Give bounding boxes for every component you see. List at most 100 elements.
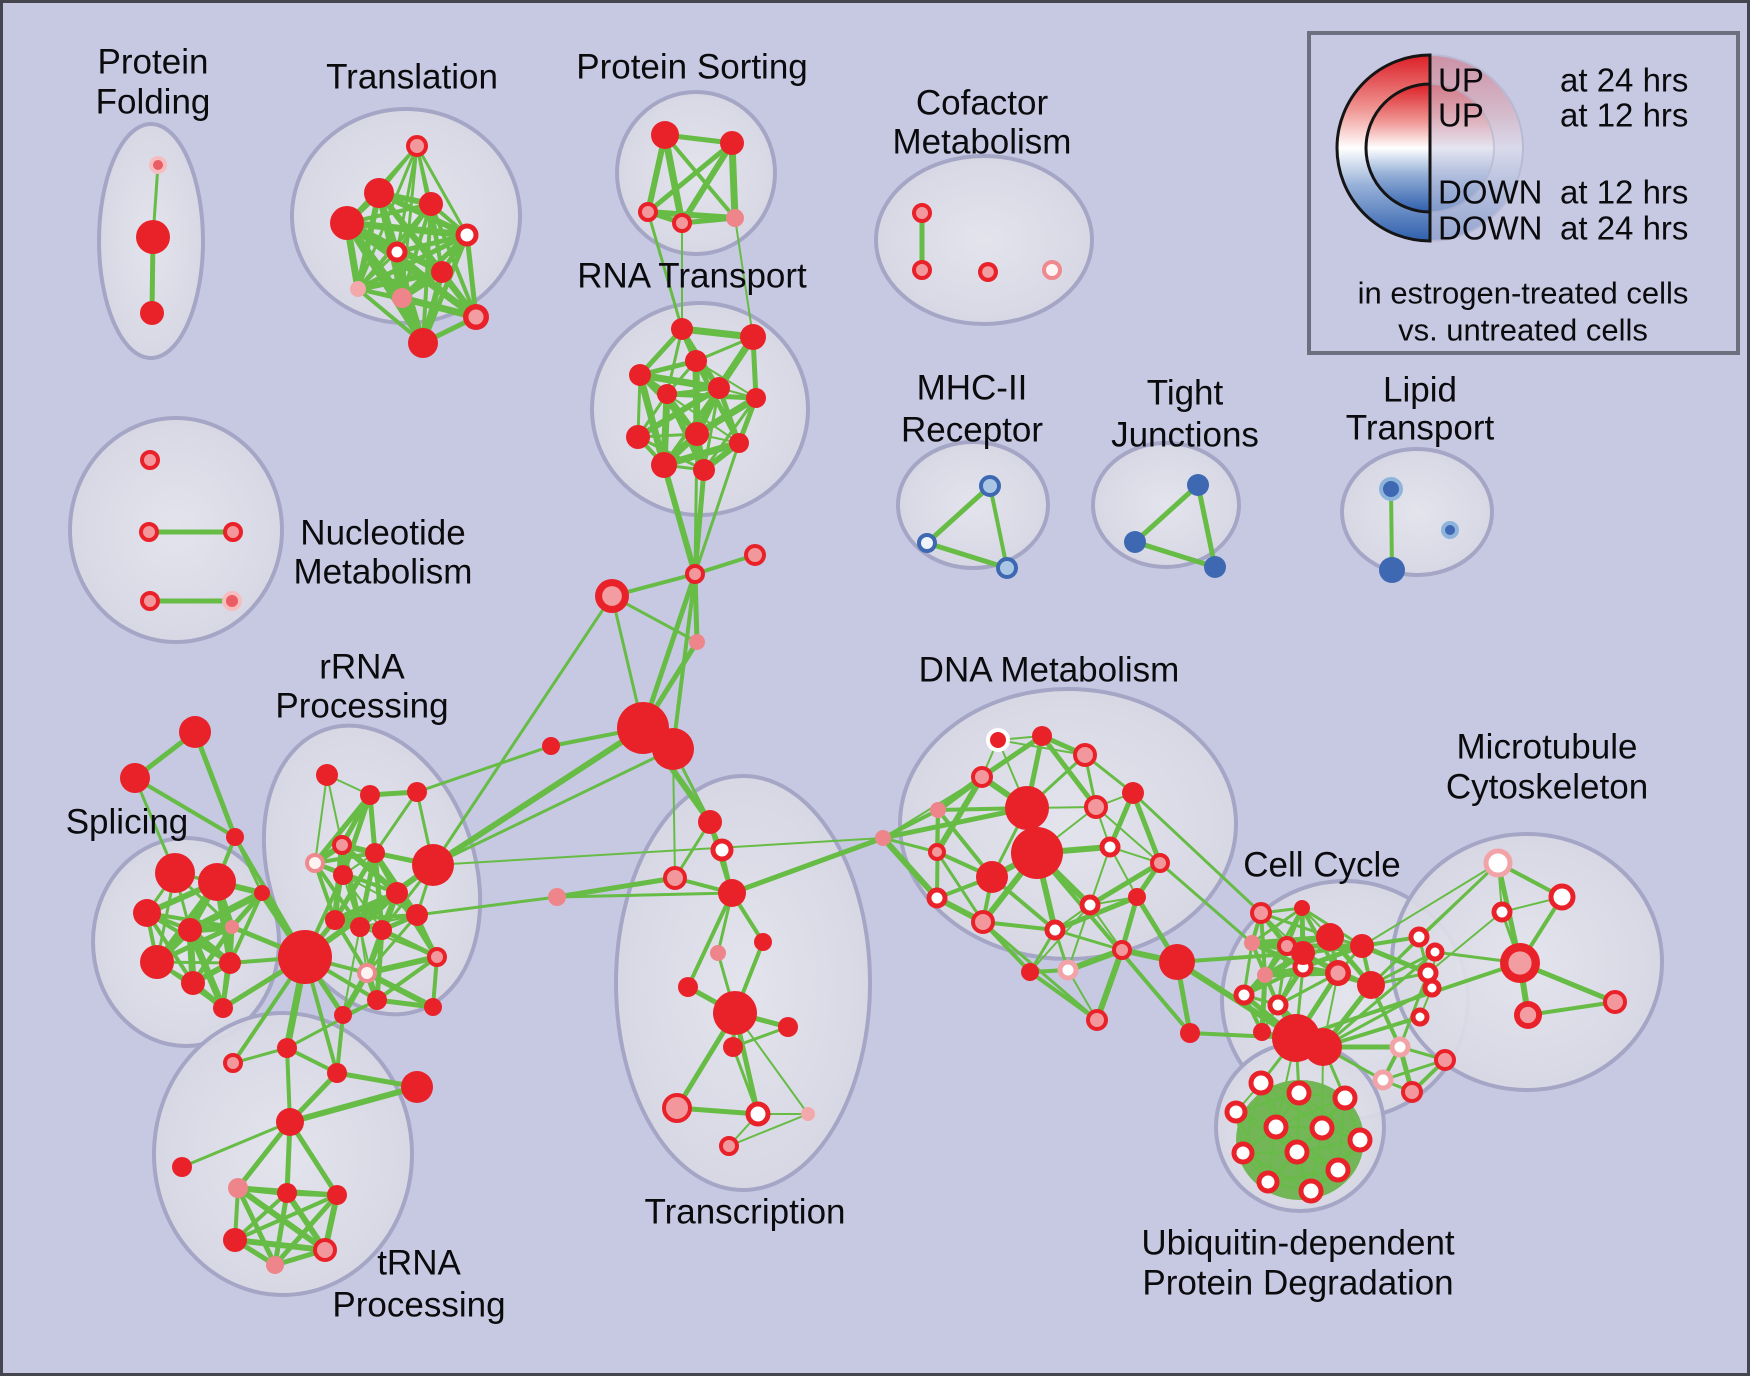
network-node [140,301,164,325]
network-edge [1132,539,1218,570]
network-edge [672,748,676,879]
network-edge [192,729,238,840]
network-edge [660,439,743,469]
network-node [710,945,726,961]
legend-circle-right-inner [1429,82,1495,214]
network-edge [464,232,479,320]
network-edge [661,462,698,577]
network-node [723,1037,743,1057]
network-node [178,918,202,942]
cluster-label-cofactor-metabolism: Metabolism [893,123,1072,162]
network-node [917,533,937,553]
network-edge [663,133,737,220]
network-edge [1294,961,1522,1040]
network-edge [1094,947,1125,1023]
cluster-ellipse-cofactor-metabolism [874,154,1094,326]
network-node [1204,556,1226,578]
network-node [1401,1081,1423,1103]
network-edge [333,913,419,922]
network-node [401,1071,433,1103]
network-node [1291,941,1315,965]
network-edge [554,875,678,900]
network-edge [1158,861,1254,945]
network-edge [1095,806,1161,864]
network-edge [1389,487,1394,572]
network-node [542,737,560,755]
network-node [778,1017,798,1037]
network-node [386,241,408,263]
legend-time-label: at 12 hrs [1560,97,1688,134]
network-node [1099,836,1121,858]
network-node [1350,934,1374,958]
legend-circle-left-inner [1364,82,1432,214]
network-node [1073,743,1097,767]
network-node [663,866,687,890]
network-edge [666,393,740,444]
network-node [617,702,669,754]
network-node [1272,1014,1320,1062]
network-node [406,904,428,926]
network-node [1150,853,1170,873]
network-node [693,459,715,481]
network-edge [313,861,362,929]
legend-time-label: at 24 hrs [1560,210,1688,247]
network-edge [636,371,668,469]
network-edge [332,850,378,923]
network-node [412,844,454,886]
legend-box [1307,31,1740,355]
network-node [1263,1114,1289,1140]
network-node [1032,726,1052,746]
network-edge [1250,906,1304,945]
network-node [1253,1023,1271,1041]
network-node [726,209,744,227]
network-node [1347,1127,1373,1153]
network-node [720,131,744,155]
network-edge [186,889,266,934]
network-node [1284,1139,1310,1165]
network-node [651,121,679,149]
network-node [710,838,734,862]
cluster-label-tight-junctions: Junctions [1111,416,1259,455]
network-edge [1361,862,1499,947]
network-node [406,135,428,157]
network-edge [233,835,264,895]
network-edge [1028,970,1099,1022]
network-node [1309,1115,1335,1141]
network-edge [415,144,469,237]
network-node [1316,923,1344,951]
network-node [629,364,651,386]
network-node [226,828,244,846]
network-edge [364,954,440,976]
network-edge [355,232,470,292]
network-node [1084,795,1108,819]
cluster-ellipse-transcription [614,774,872,1192]
network-node [745,1101,771,1127]
network-node [685,564,705,584]
network-edge [636,435,706,472]
network-edge [312,792,373,866]
network-edge [233,1193,339,1242]
network-node [313,1238,337,1262]
network-node [689,634,705,650]
network-edge [133,776,237,839]
network-edge [702,396,758,472]
cluster-label-dna-metabolism: DNA Metabolism [919,651,1180,690]
cluster-label-protein-folding: Folding [96,83,211,122]
network-node [971,766,993,788]
cluster-label-transcription: Transcription [645,1193,846,1232]
network-nodes [120,121,1627,1274]
network-node [1372,1069,1394,1091]
network-node [278,930,332,984]
network-node [228,1178,248,1198]
network-node [172,1157,192,1177]
network-edge [180,1120,292,1169]
network-node [327,1185,347,1205]
network-node [662,1093,692,1123]
network-node [455,223,479,247]
network-node [1491,901,1513,923]
network-node [626,425,650,449]
network-node [928,843,946,861]
network-node [219,952,241,974]
